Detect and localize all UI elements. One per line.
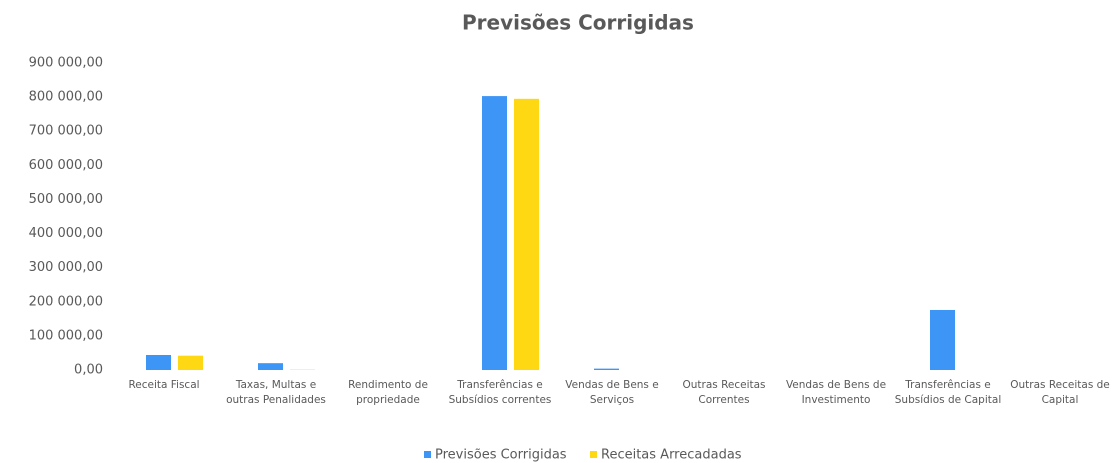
x-tick-label: Receita Fiscal	[128, 379, 200, 391]
x-tick-label: Vendas de Bens e Serviços	[565, 379, 659, 406]
legend-swatch	[590, 451, 597, 458]
y-tick-label: 500 000,00	[29, 192, 103, 207]
bar	[178, 355, 203, 370]
x-tick-label: Outras Receitas de Capital	[1010, 379, 1110, 406]
x-tick-label: Transferências e Subsídios correntes	[448, 379, 552, 406]
bar	[146, 354, 171, 370]
y-tick-label: 300 000,00	[29, 260, 103, 275]
x-tick-label: Transferências e Subsídios de Capital	[894, 379, 1002, 406]
y-tick-label: 800 000,00	[29, 90, 103, 105]
bar	[258, 363, 283, 370]
chart-title: Previsões Corrigidas	[462, 11, 694, 35]
legend-swatch	[424, 451, 431, 458]
bar	[594, 368, 619, 370]
bar	[482, 96, 507, 371]
bar	[930, 309, 955, 370]
y-tick-label: 100 000,00	[29, 328, 103, 343]
bar	[514, 98, 539, 371]
x-tick-label: Taxas, Multas e outras Penalidades	[226, 379, 326, 406]
x-tick-label: Vendas de Bens de Investimento	[785, 379, 887, 406]
y-tick-label: 700 000,00	[29, 124, 103, 139]
y-tick-label: 600 000,00	[29, 158, 103, 173]
y-tick-label: 200 000,00	[29, 294, 103, 309]
y-tick-label: 900 000,00	[29, 56, 103, 71]
y-tick-label: 0,00	[74, 363, 103, 378]
y-tick-label: 400 000,00	[29, 226, 103, 241]
legend-label: Previsões Corrigidas	[435, 448, 567, 463]
legend-label: Receitas Arrecadadas	[601, 448, 742, 463]
x-tick-label: Rendimento de propriedade	[348, 379, 428, 406]
x-tick-label: Outras Receitas Correntes	[682, 379, 766, 406]
